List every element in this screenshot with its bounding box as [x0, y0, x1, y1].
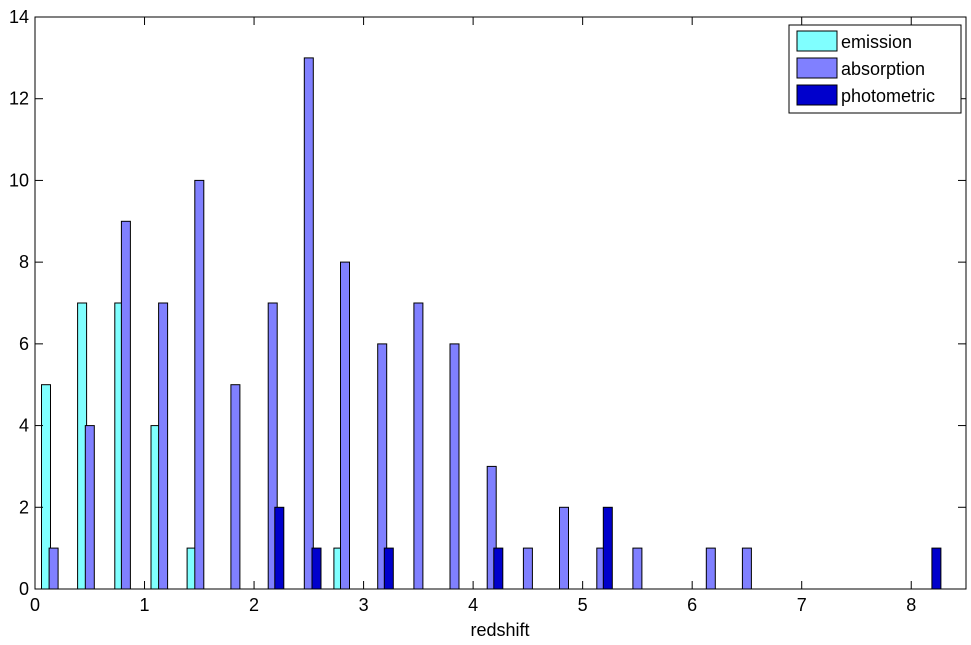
- x-tick-label-3: 3: [359, 595, 369, 615]
- absorption-bar-2: [120, 220, 131, 590]
- y-tick-label-1: 2: [19, 497, 29, 517]
- legend-swatch-photometric: [796, 84, 838, 106]
- x-tick-label-2: 2: [249, 595, 259, 615]
- absorption-bar-16: [632, 547, 643, 590]
- photometric-bar-0: [274, 506, 285, 590]
- absorption-bar-8: [340, 261, 350, 590]
- absorption-bar-9: [377, 343, 388, 590]
- absorption-bar-1: [84, 425, 95, 590]
- absorption-bar-14: [559, 506, 569, 590]
- y-tick-label-7: 14: [9, 7, 29, 27]
- x-axis-label: redshift: [470, 620, 529, 640]
- absorption-bar-13: [522, 547, 533, 590]
- absorption-bar-17: [705, 547, 716, 590]
- legend-swatch-absorption: [796, 57, 838, 79]
- x-tick-label-6: 6: [687, 595, 697, 615]
- photometric-bar-4: [602, 506, 613, 590]
- legend-label-emission: emission: [841, 32, 912, 52]
- x-tick-label-1: 1: [140, 595, 150, 615]
- x-tick-label-5: 5: [578, 595, 588, 615]
- absorption-bar-10: [413, 302, 424, 590]
- absorption-bar-18: [741, 547, 752, 590]
- y-tick-label-6: 12: [9, 89, 29, 109]
- photometric-bar-3: [493, 547, 504, 590]
- absorption-bar-6: [267, 302, 278, 590]
- photometric-bar-2: [383, 547, 394, 590]
- x-tick-label-7: 7: [797, 595, 807, 615]
- absorption-bar-3: [158, 302, 169, 590]
- photometric-bar-5: [931, 547, 942, 590]
- photometric-bar-1: [311, 547, 322, 590]
- absorption-bar-12: [486, 465, 497, 590]
- y-tick-label-5: 10: [9, 170, 29, 190]
- x-tick-label-8: 8: [906, 595, 916, 615]
- y-tick-label-2: 4: [19, 416, 29, 436]
- absorption-bar-5: [230, 384, 241, 590]
- legend: emission absorption photometric: [788, 24, 962, 114]
- legend-label-absorption: absorption: [841, 59, 925, 79]
- absorption-bar-11: [449, 343, 460, 590]
- legend-swatch-emission: [796, 30, 838, 52]
- legend-label-photometric: photometric: [841, 86, 935, 106]
- y-tick-label-4: 8: [19, 252, 29, 272]
- emission-bar-0: [41, 384, 51, 590]
- y-tick-label-3: 6: [19, 334, 29, 354]
- bars-group: [41, 57, 942, 590]
- absorption-bar-7: [303, 57, 314, 590]
- absorption-bar-4: [194, 179, 205, 590]
- x-tick-label-4: 4: [468, 595, 478, 615]
- y-tick-label-0: 0: [19, 579, 29, 599]
- absorption-bar-0: [48, 547, 59, 590]
- x-tick-label-0: 0: [30, 595, 40, 615]
